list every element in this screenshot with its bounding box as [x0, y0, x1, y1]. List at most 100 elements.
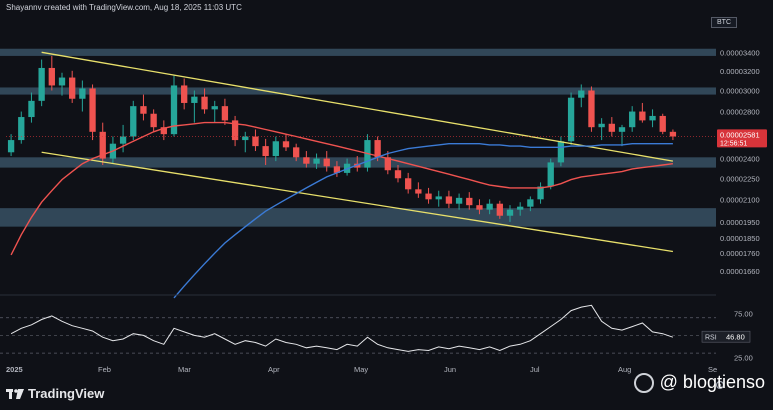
candle-body — [242, 136, 249, 141]
settings-gear-icon[interactable] — [715, 380, 725, 390]
ma-blue-line — [173, 143, 673, 299]
price-tick-label: 0.00001760 — [720, 249, 760, 258]
time-tick-label: Apr — [268, 365, 280, 374]
candle-body — [170, 85, 178, 135]
time-tick-label: Jul — [530, 365, 540, 374]
price-tick-label: 0.00003400 — [720, 48, 760, 57]
tradingview-logo[interactable]: TradingView — [6, 386, 104, 401]
candle-body — [659, 115, 666, 132]
last-price-label: 0.00002581 — [720, 130, 760, 139]
time-tick-label: Feb — [98, 365, 111, 374]
rsi-tick-label: 75.00 — [734, 309, 753, 318]
channel-trendline — [41, 151, 674, 253]
candle-body — [181, 85, 188, 103]
price-tick-label: 0.00002100 — [720, 195, 760, 204]
candle-body — [89, 88, 96, 132]
candle-body — [303, 157, 310, 164]
sr-zone — [0, 87, 716, 95]
candle-body — [466, 197, 473, 206]
candle-body — [506, 209, 514, 216]
candle-body — [394, 170, 402, 179]
candle-body — [435, 196, 442, 200]
moving-averages — [10, 121, 673, 299]
candle-body — [313, 158, 320, 164]
price-axis-labels: 0.00003400 0.00003200 0.00003000 0.00002800… — [720, 48, 760, 276]
candle-body — [415, 189, 422, 194]
rsi-value-label: 46.80 — [726, 333, 745, 342]
candle-body — [669, 131, 677, 137]
candle-body — [486, 203, 493, 210]
candle-body — [496, 203, 503, 216]
candle-body — [252, 136, 259, 147]
candle-body — [333, 166, 341, 173]
candle-body — [629, 111, 636, 128]
price-tick-label: 0.00002250 — [720, 174, 760, 183]
candle-body — [272, 141, 279, 157]
candle-body — [18, 117, 25, 141]
tradingview-logo-icon — [6, 388, 24, 399]
time-axis: 2025 Feb Mar Apr May Jun Jul Aug Se — [6, 365, 717, 374]
sr-zone — [0, 208, 716, 227]
support-resistance-zones — [0, 48, 716, 227]
candle-body — [649, 115, 656, 121]
candle-body — [588, 90, 595, 128]
candle-body — [517, 206, 524, 210]
candle-body — [140, 106, 147, 114]
price-tick-label: 0.00003200 — [720, 67, 760, 76]
candle-body — [211, 106, 218, 110]
price-tick-label: 0.00001850 — [720, 234, 760, 243]
rsi-pane: 75.00 25.00 RSI 46.80 — [0, 304, 753, 363]
candle-body — [323, 158, 330, 167]
sr-zone — [0, 157, 716, 168]
price-tick-label: 0.00003000 — [720, 86, 760, 95]
candle-body — [58, 77, 66, 86]
candle-body — [38, 67, 45, 101]
candle-body — [578, 90, 585, 98]
candle-body — [618, 127, 626, 132]
candle-body — [374, 140, 381, 158]
rsi-value-box — [701, 330, 751, 343]
symbol-badge[interactable]: BTC — [711, 17, 737, 28]
candle-body — [445, 196, 453, 204]
rsi-line — [10, 304, 674, 352]
candle-body — [160, 127, 167, 135]
channel-trendlines — [41, 51, 674, 253]
last-price-box — [717, 129, 767, 148]
candle-body — [99, 131, 106, 159]
rsi-tick-label: 25.00 — [734, 354, 753, 363]
price-tick-label: 0.00001660 — [720, 267, 760, 276]
candle-body — [201, 96, 208, 110]
candle-body — [384, 157, 391, 171]
price-tick-label: 0.00002800 — [720, 108, 760, 117]
price-tick-label: 0.00001950 — [720, 218, 760, 227]
candle-body — [119, 136, 127, 144]
time-tick-label: Jun — [444, 365, 456, 374]
candle-body — [28, 100, 35, 118]
watermark-text: @ blogtienso — [659, 372, 765, 392]
candle-body — [425, 193, 432, 200]
candle-body — [527, 199, 534, 207]
candle-body — [537, 186, 544, 200]
ma-red-line — [10, 121, 673, 256]
time-tick-label: 2025 — [6, 365, 23, 374]
chart-attribution: Shayannv created with TradingView.com, A… — [6, 3, 242, 12]
candle-body — [150, 113, 157, 128]
candle-body — [130, 106, 137, 137]
watermark: @ blogtienso — [633, 372, 765, 393]
candle-body — [231, 120, 239, 141]
candle-body — [293, 147, 300, 158]
candle-body — [639, 111, 646, 121]
candle-body — [598, 123, 605, 128]
watermark-logo-icon — [633, 372, 654, 393]
candle-body — [191, 96, 198, 103]
candle-body — [608, 123, 615, 132]
candle-body — [476, 205, 483, 210]
candle-body — [262, 146, 269, 157]
time-tick-label: Mar — [178, 365, 191, 374]
price-tick-label: 0.00002400 — [720, 155, 760, 164]
candle-body — [7, 140, 15, 153]
channel-trendline — [41, 51, 674, 162]
candle-body — [69, 77, 76, 99]
rsi-value-prefix: RSI — [705, 335, 717, 342]
